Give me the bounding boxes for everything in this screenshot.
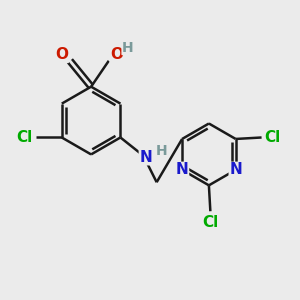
Text: N: N xyxy=(229,162,242,177)
Text: Cl: Cl xyxy=(202,215,218,230)
Text: Cl: Cl xyxy=(265,130,281,145)
Text: O: O xyxy=(55,47,68,62)
Text: N: N xyxy=(140,150,152,165)
Text: Cl: Cl xyxy=(16,130,33,145)
Text: O: O xyxy=(110,47,123,62)
Text: H: H xyxy=(122,40,134,55)
Text: N: N xyxy=(176,162,188,177)
Text: H: H xyxy=(155,144,167,158)
